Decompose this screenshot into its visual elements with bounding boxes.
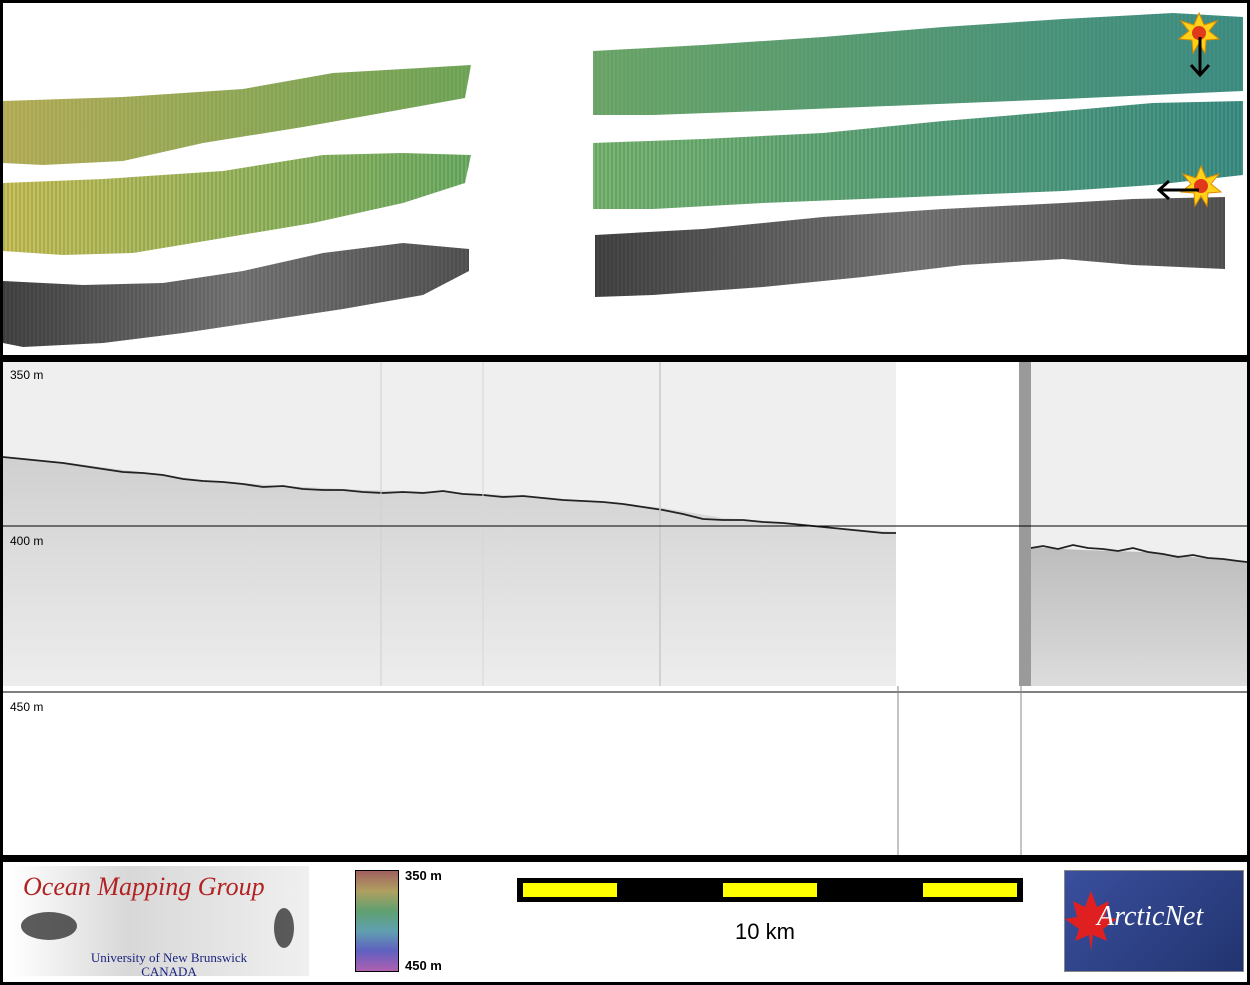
scale-bar — [517, 878, 1023, 902]
left-bathymetry-shaded-strip — [3, 65, 471, 165]
depth-label-450: 450 m — [10, 700, 44, 714]
colorbar-bottom-label: 450 m — [405, 958, 442, 973]
right-sidescan-strip — [595, 197, 1225, 297]
depth-label-400: 400 m — [10, 534, 44, 548]
seafloor-reflector-right — [1030, 544, 1247, 563]
omg-country: CANADA — [141, 964, 197, 979]
right-bathymetry-shaded-strip — [593, 13, 1243, 115]
depth-colorbar — [355, 870, 399, 972]
omg-title: Ocean Mapping Group — [23, 872, 265, 901]
footer-panel: Ocean Mapping Group University of New Br… — [3, 862, 1247, 982]
omg-university: University of New Brunswick — [90, 950, 248, 965]
seafloor-reflector-left — [3, 456, 896, 534]
sub-bottom-profile-panel: 350 m 400 m 450 m — [3, 362, 1247, 855]
omg-logo-graphic — [21, 908, 294, 948]
arrow-down-icon — [1189, 37, 1211, 78]
right-bathymetry-backscatter-strip — [593, 101, 1243, 209]
swath-map-panel — [3, 3, 1247, 355]
colorbar-top-label: 350 m — [405, 868, 442, 883]
noise-column — [1019, 362, 1031, 686]
left-bathymetry-backscatter-strip — [3, 153, 471, 255]
maple-leaf-icon — [1065, 891, 1117, 951]
omg-logo: Ocean Mapping Group University of New Br… — [9, 866, 309, 979]
left-sidescan-strip — [3, 243, 469, 347]
arcticnet-text: ArcticNet — [1097, 901, 1204, 932]
scale-label: 10 km — [735, 919, 795, 944]
arrow-left-icon — [1156, 179, 1199, 201]
arcticnet-logo: ArcticNet — [1064, 870, 1244, 972]
swath-strips-graphic — [3, 11, 1243, 347]
depth-label-350: 350 m — [10, 368, 44, 382]
profile-graphic — [3, 362, 1247, 855]
